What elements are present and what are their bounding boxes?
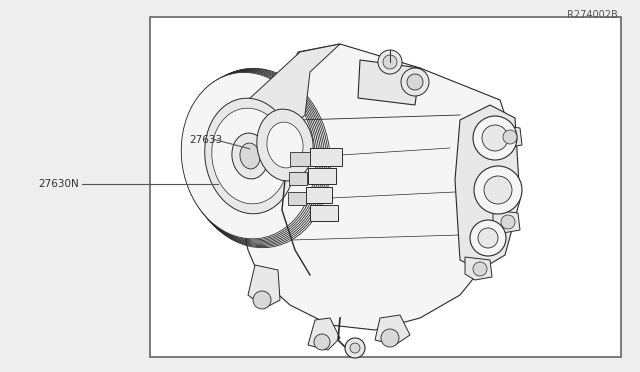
Circle shape — [484, 176, 512, 204]
Circle shape — [401, 68, 429, 96]
Circle shape — [474, 166, 522, 214]
Bar — [288, 192, 306, 205]
Polygon shape — [248, 44, 340, 130]
Circle shape — [383, 55, 397, 69]
Bar — [289, 172, 307, 185]
Circle shape — [345, 338, 365, 358]
Text: R274002B: R274002B — [567, 10, 618, 20]
Ellipse shape — [267, 122, 303, 168]
Ellipse shape — [240, 143, 260, 169]
Polygon shape — [248, 265, 280, 308]
Bar — [150, 17, 621, 357]
Bar — [290, 152, 310, 166]
Circle shape — [381, 329, 399, 347]
Circle shape — [378, 50, 402, 74]
Text: 27633: 27633 — [189, 135, 222, 144]
Text: 27630N: 27630N — [38, 179, 79, 189]
Circle shape — [503, 130, 517, 144]
Polygon shape — [358, 60, 420, 105]
Polygon shape — [495, 125, 522, 148]
Polygon shape — [308, 318, 340, 350]
Bar — [308, 168, 336, 184]
Circle shape — [314, 334, 330, 350]
Polygon shape — [465, 257, 492, 280]
Circle shape — [350, 343, 360, 353]
Polygon shape — [455, 105, 520, 270]
Circle shape — [407, 74, 423, 90]
Bar — [306, 187, 332, 203]
Ellipse shape — [181, 73, 316, 239]
Circle shape — [478, 228, 498, 248]
Circle shape — [470, 220, 506, 256]
Circle shape — [473, 262, 487, 276]
Polygon shape — [375, 315, 410, 345]
Circle shape — [482, 125, 508, 151]
Bar — [310, 148, 342, 166]
Bar — [310, 205, 338, 221]
Circle shape — [501, 215, 515, 229]
Ellipse shape — [257, 109, 313, 181]
Ellipse shape — [232, 133, 268, 179]
Ellipse shape — [212, 108, 288, 204]
Ellipse shape — [205, 98, 295, 214]
Polygon shape — [493, 210, 520, 233]
Circle shape — [253, 291, 271, 309]
Circle shape — [473, 116, 517, 160]
Polygon shape — [240, 44, 515, 330]
